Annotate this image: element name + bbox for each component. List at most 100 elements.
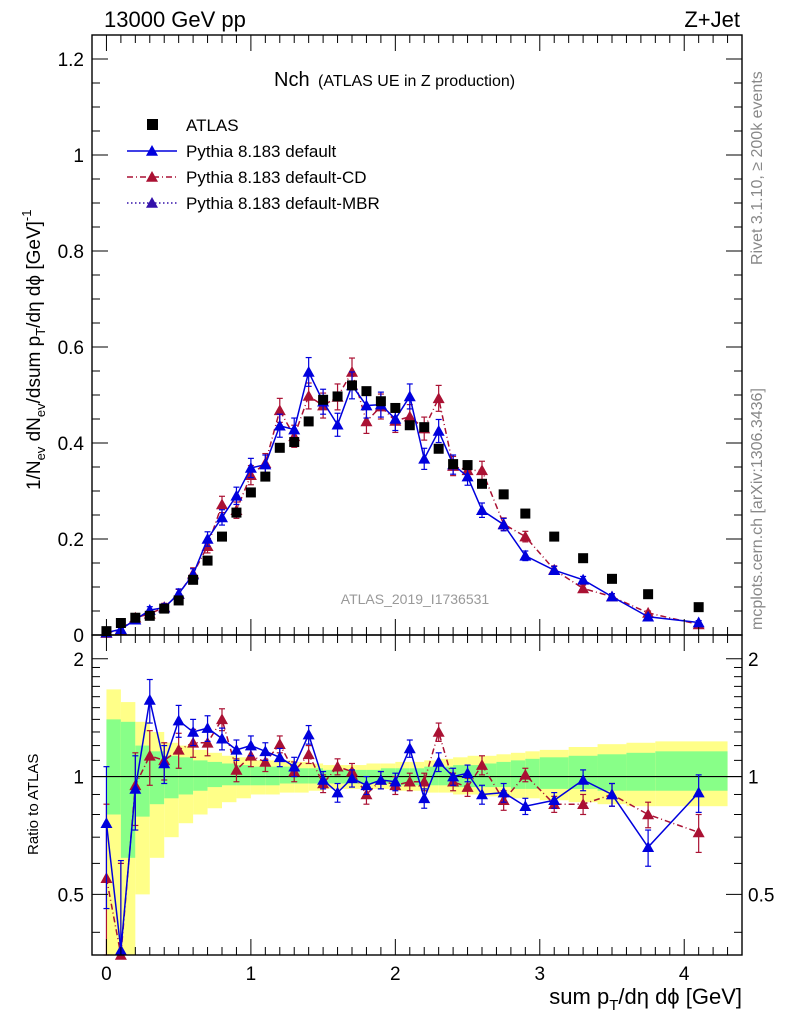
atlas-point [477,478,487,489]
ratio-y-tick-label-right: 1 [748,768,759,789]
atlas-point [318,394,329,405]
ratio-cd-series-line [105,717,699,956]
ratio-cd-series-point [259,755,272,767]
default-series-point [244,461,257,473]
atlas-point [448,459,459,470]
ratio-band-inner [193,760,208,791]
cd-series-point [403,410,416,422]
cd-series-point [360,415,373,427]
main-axes: 0 0.2 0.4 0.6 0.8 1 1.2 [58,35,743,647]
ratio-band-inner [539,757,569,789]
ratio-band-inner [236,765,251,786]
default-series-point [360,399,373,411]
ratio-cd-series-point [230,763,243,775]
ratio-cd-series-point [519,768,532,780]
atlas-point [274,442,285,453]
ratio-default-series-point [519,800,532,812]
default-series-point [331,418,344,430]
atlas-point [549,531,560,542]
atlas-point [217,531,227,542]
ratio-default-series-point [302,728,315,740]
atlas-point [375,396,386,407]
default-series-point [548,564,561,575]
default-series-point [642,610,655,622]
ratio-default-series-point [317,773,330,785]
source-label: mcplots.cern.ch [arXiv:1306.3436] [749,388,766,630]
atlas-point [390,402,401,413]
ratio-y-tick-label: 2 [73,650,84,671]
ratio-cd-series-point [692,826,705,838]
atlas-point [289,437,300,448]
xlabel: sum pT/dη dϕ [GeV] [549,984,742,1014]
atlas-point [404,420,415,431]
default-series-line [106,369,699,634]
y-tick-label: 0.8 [58,242,84,263]
x-tick-label: 3 [534,964,545,985]
atlas-point [520,508,531,519]
y-tick-label: 1.2 [58,50,84,71]
legend-marker-solid [146,145,158,156]
cd-series-point [302,389,315,401]
default-series-point [288,423,301,435]
rivet-label: Rivet 3.1.10, ≥ 200k events [749,71,766,265]
ratio-default-series-point [288,760,301,772]
default-series-point [577,573,590,585]
ratio-default-series-point [642,841,655,852]
ratio-default-series-point [259,745,272,757]
default-series-point [216,511,228,523]
default-series-point [201,533,214,544]
default-series-point [476,504,488,515]
x-tick-label: 4 [679,964,690,985]
atlas-point [303,416,314,427]
ratio-default-series-point [360,779,373,791]
atlas-point [462,460,473,471]
atlas-point [245,487,256,498]
ratio-default-series-point [187,725,200,737]
ratio-band-inner [178,757,194,795]
ratio-cd-series-point [201,736,214,748]
ratio-default-series-point [158,757,171,769]
ratio-frame [91,634,743,956]
ratio-default-series-point [331,786,344,798]
default-series-point [497,518,510,530]
atlas-point [159,603,170,614]
ratio-band-inner [207,761,222,788]
x-tick-label: 0 [101,964,112,985]
atlas-point [260,471,271,482]
ratio-default-series-point [244,739,257,751]
default-series-point [432,425,445,436]
ratio-band-inner [308,768,324,784]
x-tick-label: 2 [390,964,401,985]
ratio-default-series-point [201,722,214,733]
atlas-point [144,610,155,621]
cd-series-point [519,530,532,542]
ratio-cd-series-point [403,775,416,787]
ratio-default-series-point [476,788,488,800]
cd-series-point [216,498,228,510]
ratio-band-inner [106,719,121,815]
ratio-default-series-point [273,751,286,763]
ratio-cd-series-point [476,759,488,770]
atlas-point [578,553,589,564]
ratio-cd-series-point [432,725,445,737]
default-series-point [302,365,315,377]
ratio-default-series-point [100,817,113,829]
atlas-point [173,595,184,606]
ratio-cd-series-point [331,760,344,772]
ratio-cd-series-point [461,781,474,792]
ratio-cd-series-point [172,743,185,755]
ratio-panel: 0 1 2 3 4 0.5 0.5 1 1 2 2 Ratio to ATLAS [25,634,774,985]
atlas-point [607,573,617,584]
plot-title: Nch [274,69,310,91]
cd-series-point [476,464,488,476]
ratio-default-series-point [230,743,243,755]
atlas-point [202,555,213,566]
y-tick-label: 0 [73,626,84,647]
cd-series-point [273,404,286,416]
atlas-point [693,602,704,613]
atlas-point [361,386,372,397]
ratio-default-series-point [497,786,510,798]
atlas-point [332,391,343,402]
ratio-band-inner [626,752,656,791]
